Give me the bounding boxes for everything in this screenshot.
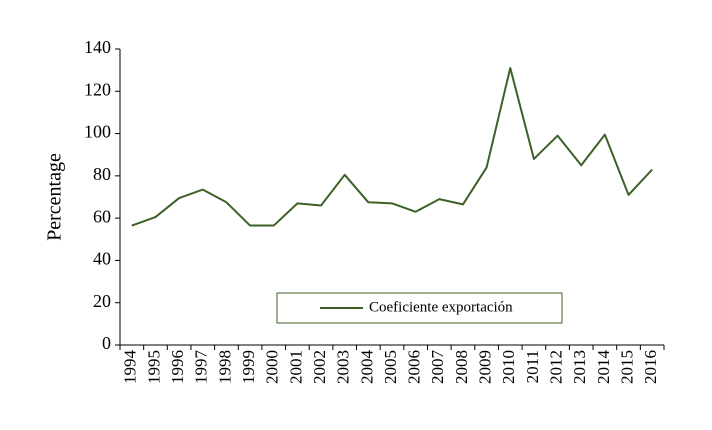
y-axis-label: Percentage [44, 153, 66, 241]
x-tick-label: 2006 [405, 350, 424, 384]
x-tick-label: 2010 [499, 350, 518, 384]
y-tick-label: 40 [93, 249, 111, 269]
x-tick-label: 2004 [357, 350, 376, 385]
x-tick-label: 2003 [334, 350, 353, 384]
x-tick-label: 2014 [594, 350, 613, 385]
y-tick-label: 60 [93, 206, 111, 226]
y-tick-label: 100 [84, 122, 111, 142]
x-tick-label: 2011 [523, 350, 542, 383]
x-tick-label: 1995 [144, 350, 163, 384]
y-axis-label-group: Percentage [44, 153, 66, 241]
x-tick-label: 1997 [192, 350, 211, 385]
series-line [132, 68, 652, 226]
x-tick-label: 1998 [215, 350, 234, 384]
y-tick-label: 120 [84, 79, 111, 99]
x-tick-label: 2009 [476, 350, 495, 384]
series-layer [132, 68, 653, 226]
x-tick-label: 2002 [310, 350, 329, 384]
y-tick-label: 20 [93, 291, 111, 311]
legend-label: Coeficiente exportación [369, 299, 513, 315]
x-tick-label: 2008 [452, 350, 471, 384]
x-tick-label: 1996 [168, 350, 187, 384]
legend: Coeficiente exportación [277, 293, 562, 323]
y-axis-ticks: 0 20 40 60 80 100 120 140 [84, 37, 120, 353]
y-tick-label: 140 [84, 37, 111, 57]
x-tick-label: 2000 [263, 350, 282, 384]
x-tick-label: 1994 [121, 350, 140, 385]
x-tick-label: 2001 [286, 350, 305, 384]
x-tick-label: 2013 [570, 350, 589, 384]
x-tick-label: 2015 [617, 350, 636, 384]
y-tick-label: 0 [102, 333, 111, 353]
y-tick-label: 80 [93, 164, 111, 184]
x-tick-label: 1999 [239, 350, 258, 384]
x-tick-label: 2016 [641, 350, 660, 384]
x-tick-label: 2007 [428, 350, 447, 385]
x-tick-label: 2005 [381, 350, 400, 384]
x-tick-label: 2012 [546, 350, 565, 384]
